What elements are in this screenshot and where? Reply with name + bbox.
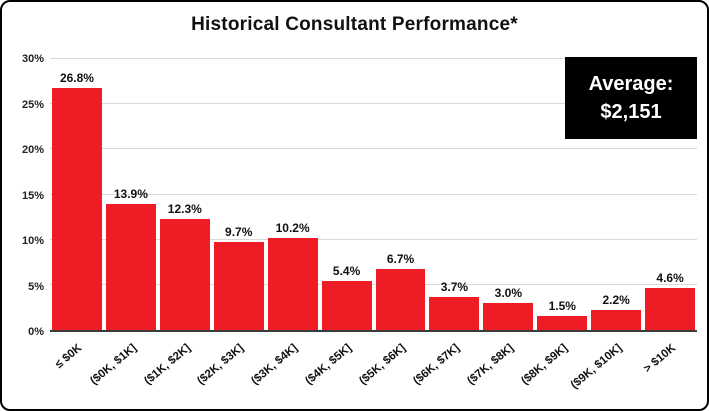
- bar-group: 1.5% ($8K, $9K]: [519, 59, 588, 387]
- y-axis-tick-label: 25%: [21, 98, 44, 111]
- bar-group: 3.7% ($6K, $7K]: [411, 59, 480, 387]
- bar-value-label: 1.5%: [548, 299, 576, 314]
- gridline: [50, 283, 697, 285]
- x-axis-label: ($0K, $1K]: [87, 342, 139, 388]
- x-axis-label: ($5K, $6K]: [357, 342, 409, 388]
- bar-group: 4.6% > $10K: [641, 59, 696, 375]
- y-axis: 0% 5% 10% 15% 20% 25% 30%: [8, 53, 44, 338]
- x-axis-label: ($9K, $10K]: [568, 342, 624, 392]
- y-axis-tick-label: 20%: [21, 144, 44, 156]
- bar: [105, 204, 156, 330]
- bar: [645, 288, 696, 330]
- x-axis-label: ($8K, $9K]: [519, 342, 570, 388]
- bar-group: 12.3% ($1K, $2K]: [142, 59, 210, 387]
- bars-container: 26.8% ≤ $0K 13.9% ($0K, $1K] 12.3% ($1K, $2K]…: [50, 59, 697, 391]
- bar: [267, 237, 318, 330]
- y-axis-tick-label: 5%: [28, 280, 44, 293]
- bar: [537, 316, 588, 330]
- x-axis-label: ($7K, $8K]: [465, 342, 517, 388]
- bar-group: 5.4% ($4K, $5K]: [303, 59, 372, 387]
- x-axis-label: ≤ $0K: [53, 342, 85, 371]
- y-axis-tick-label: 15%: [21, 189, 44, 202]
- bar-group: 9.7% ($2K, $3K]: [196, 59, 264, 387]
- bar-value-label: 6.7%: [386, 252, 415, 267]
- bar-group: 6.7% ($5K, $6K]: [357, 59, 426, 387]
- bar-group: 3.0% ($7K, $8K]: [465, 59, 534, 387]
- bar-value-label: 9.7%: [225, 225, 253, 240]
- bar-group: 13.9% ($0K, $1K]: [88, 59, 156, 387]
- bar-value-label: 13.9%: [113, 187, 148, 202]
- bar-value-label: 26.8%: [59, 70, 94, 85]
- bar-group: 26.8% ≤ $0K: [52, 59, 102, 371]
- y-axis-tick-label: 0%: [28, 326, 44, 338]
- x-axis-label: ($4K, $5K]: [303, 342, 355, 388]
- gridline: [50, 103, 697, 105]
- bar-group: 2.2% ($9K, $10K]: [568, 59, 642, 391]
- x-axis-label: ($1K, $2K]: [141, 342, 193, 388]
- bar: [483, 302, 534, 330]
- bar-value-label: 2.2%: [602, 293, 630, 308]
- average-callout: Average: $2,151: [565, 57, 697, 139]
- bar-value-label: 3.7%: [440, 279, 469, 294]
- plot-area: 26.8% ≤ $0K 13.9% ($0K, $1K] 12.3% ($1K, $2K]…: [50, 58, 697, 391]
- bar-value-label: 10.2%: [275, 220, 310, 235]
- bar-value-label: 5.4%: [332, 264, 361, 279]
- bar: [375, 269, 426, 330]
- gridline: [50, 193, 697, 195]
- bar: [213, 242, 264, 330]
- x-axis-label: ($3K, $4K]: [249, 342, 301, 388]
- x-axis-label: > $10K: [641, 342, 678, 376]
- bar-group: 10.2% ($3K, $4K]: [250, 59, 318, 387]
- chart-title: Historical Consultant Performance*: [191, 14, 518, 35]
- gridline: [50, 58, 697, 59]
- bar-value-label: 4.6%: [656, 271, 684, 286]
- average-callout-value: $2,151: [600, 101, 662, 123]
- y-axis-tick-label: 10%: [21, 235, 44, 247]
- gridlines: [50, 58, 697, 330]
- gridline: [50, 148, 697, 150]
- x-axis-label: ($2K, $3K]: [195, 342, 247, 388]
- bar: [52, 87, 102, 330]
- average-callout-label: Average:: [588, 73, 674, 95]
- bar: [591, 310, 642, 330]
- bar-value-label: 3.0%: [494, 285, 523, 300]
- bar: [321, 281, 372, 330]
- x-axis-label: ($6K, $7K]: [411, 342, 463, 388]
- bar-value-label: 12.3%: [167, 201, 202, 216]
- bar: [159, 218, 210, 330]
- gridline: [50, 238, 697, 240]
- bar: [429, 296, 480, 330]
- y-axis-tick-label: 30%: [21, 53, 44, 65]
